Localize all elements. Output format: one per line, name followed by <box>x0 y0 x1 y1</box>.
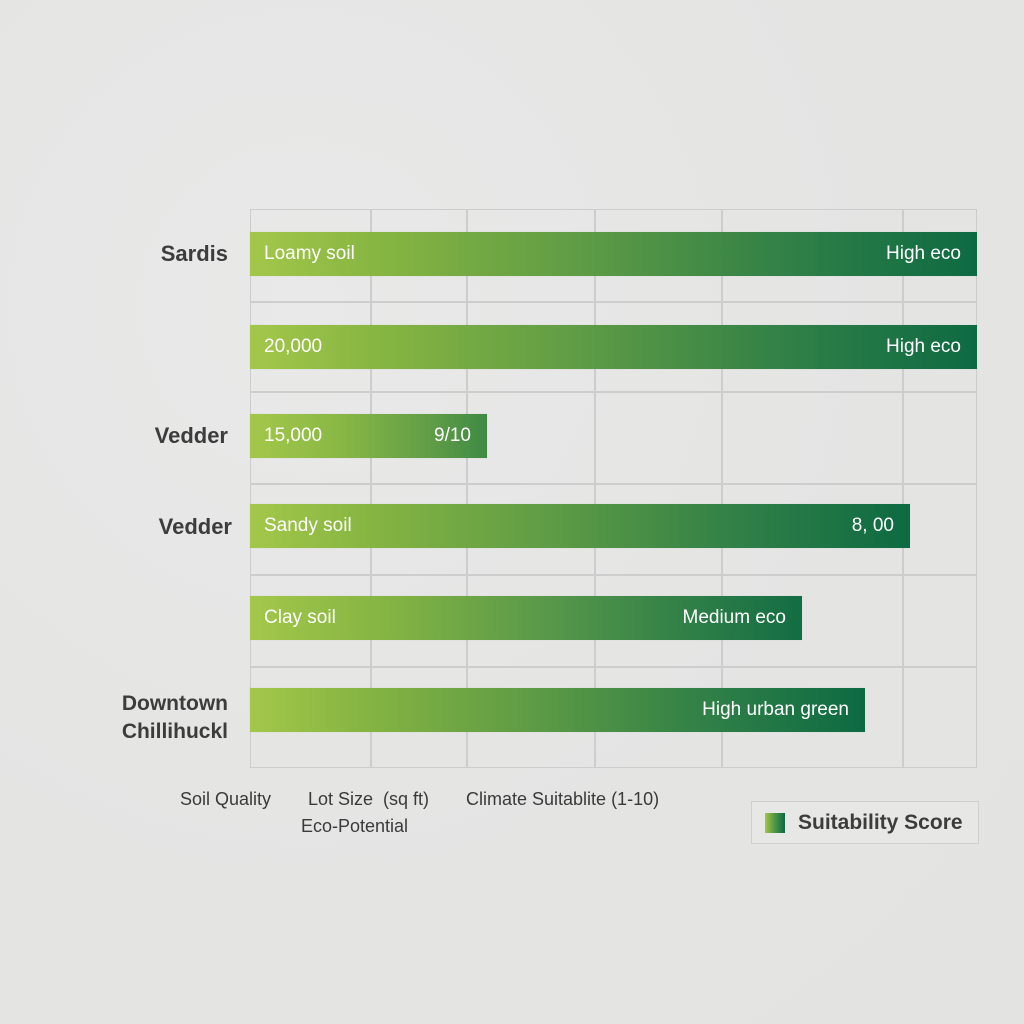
legend: Suitability Score <box>751 801 979 844</box>
legend-label: Suitability Score <box>798 810 963 834</box>
grid-vline <box>721 209 723 768</box>
bar-start-label: Sandy soil <box>264 515 352 536</box>
bar-start-label: 20,000 <box>264 336 323 357</box>
plot-area <box>250 209 977 768</box>
bar-downtown-chillihuckl: High urban green <box>250 688 865 732</box>
grid-vline <box>902 209 904 768</box>
grid-hline <box>250 574 977 576</box>
y-label-downtown-chillihuckl: Downtown Chillihuckl <box>122 690 228 746</box>
y-label-vedder-2: Vedder <box>158 514 232 539</box>
grid-hline <box>250 391 977 393</box>
bar-end-label: 8, 00 <box>851 515 894 536</box>
grid-vline <box>370 209 372 768</box>
y-label-sardis: Sardis <box>160 241 228 266</box>
x-label-eco-potential: Eco-Potential <box>301 816 409 836</box>
bar-end-label: Medium eco <box>682 607 787 628</box>
y-label-line-1: Downtown <box>121 692 228 715</box>
bar-end-label: High eco <box>886 243 961 264</box>
grid-vline <box>594 209 596 768</box>
grid-hline <box>250 483 977 485</box>
bar-start-label: 15,000 <box>264 425 323 446</box>
grid-hline <box>250 301 977 303</box>
bar-end-label: High urban green <box>702 699 849 720</box>
bar-end-label: High eco <box>886 336 961 357</box>
grid-vline <box>466 209 468 768</box>
y-label-line-2: Chillihuckl <box>121 720 228 743</box>
bar-clay-soil: Clay soil Medium eco <box>250 596 802 640</box>
bar-end-label: 9/10 <box>434 425 471 446</box>
bar-sardis-soil: Loamy soil High eco <box>250 232 977 276</box>
bar-lot-size-20000: 20,000 High eco <box>250 325 977 369</box>
legend-swatch-icon <box>765 812 785 833</box>
bar-start-label: Clay soil <box>264 607 336 628</box>
bar-vedder-soil: Sandy soil 8, 00 <box>250 504 910 548</box>
x-label-lot-size: Lot Size (sq ft) <box>308 789 430 809</box>
y-label-vedder: Vedder <box>154 423 228 448</box>
bar-start-label: Loamy soil <box>264 243 355 264</box>
bar-vedder-lot-size: 15,000 9/10 <box>250 414 487 458</box>
grid-hline <box>250 666 977 668</box>
x-label-soil-quality: Soil Quality <box>180 789 272 809</box>
x-label-climate-suitability: Climate Suitablite (1-10) <box>466 789 660 809</box>
